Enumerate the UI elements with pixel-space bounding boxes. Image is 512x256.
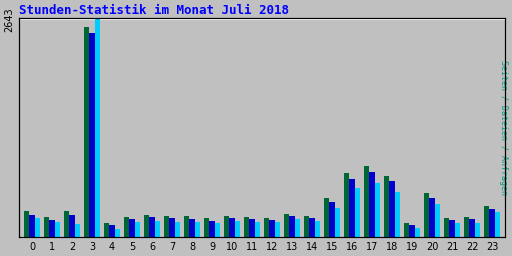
- Bar: [249, 219, 255, 237]
- Bar: [304, 216, 309, 237]
- Bar: [115, 229, 120, 237]
- Bar: [75, 224, 80, 237]
- Bar: [55, 222, 60, 237]
- Bar: [69, 215, 75, 237]
- Bar: [24, 211, 29, 237]
- Bar: [215, 223, 220, 237]
- Bar: [349, 178, 355, 237]
- Bar: [110, 225, 115, 237]
- Bar: [295, 219, 300, 237]
- Bar: [424, 193, 430, 237]
- Text: Stunden-Statistik im Monat Juli 2018: Stunden-Statistik im Monat Juli 2018: [19, 4, 289, 17]
- Bar: [49, 220, 55, 237]
- Bar: [234, 221, 240, 237]
- Bar: [150, 217, 155, 237]
- Bar: [470, 219, 475, 237]
- Bar: [329, 201, 335, 237]
- Bar: [124, 217, 130, 237]
- Bar: [455, 223, 460, 237]
- Bar: [284, 214, 289, 237]
- Bar: [104, 223, 110, 237]
- Bar: [84, 27, 89, 237]
- Bar: [264, 218, 269, 237]
- Bar: [335, 208, 340, 237]
- Bar: [395, 192, 400, 237]
- Bar: [224, 216, 229, 237]
- Bar: [64, 211, 69, 237]
- Bar: [389, 181, 395, 237]
- Bar: [44, 217, 49, 237]
- Bar: [195, 222, 200, 237]
- Bar: [364, 166, 369, 237]
- Bar: [289, 216, 295, 237]
- Bar: [255, 222, 260, 237]
- Bar: [464, 217, 470, 237]
- Bar: [315, 220, 320, 237]
- Bar: [269, 220, 275, 237]
- Bar: [29, 215, 35, 237]
- Bar: [430, 198, 435, 237]
- Bar: [275, 222, 280, 237]
- Bar: [209, 220, 215, 237]
- Bar: [489, 209, 495, 237]
- Y-axis label: Seiten / Dateien / Anfragen: Seiten / Dateien / Anfragen: [499, 60, 508, 195]
- Bar: [324, 198, 329, 237]
- Bar: [184, 216, 189, 237]
- Bar: [244, 217, 249, 237]
- Bar: [89, 33, 95, 237]
- Bar: [355, 188, 360, 237]
- Bar: [369, 172, 375, 237]
- Bar: [344, 173, 349, 237]
- Bar: [95, 19, 100, 237]
- Bar: [175, 222, 180, 237]
- Bar: [410, 225, 415, 237]
- Bar: [450, 220, 455, 237]
- Bar: [404, 223, 410, 237]
- Bar: [35, 218, 40, 237]
- Bar: [495, 212, 500, 237]
- Bar: [484, 206, 489, 237]
- Bar: [309, 218, 315, 237]
- Bar: [155, 220, 160, 237]
- Bar: [444, 218, 450, 237]
- Bar: [475, 222, 480, 237]
- Bar: [130, 219, 135, 237]
- Bar: [229, 218, 234, 237]
- Bar: [135, 222, 140, 237]
- Bar: [435, 205, 440, 237]
- Bar: [415, 228, 420, 237]
- Bar: [144, 215, 150, 237]
- Bar: [375, 184, 380, 237]
- Bar: [204, 218, 209, 237]
- Bar: [164, 216, 169, 237]
- Bar: [169, 218, 175, 237]
- Bar: [189, 219, 195, 237]
- Bar: [384, 176, 389, 237]
